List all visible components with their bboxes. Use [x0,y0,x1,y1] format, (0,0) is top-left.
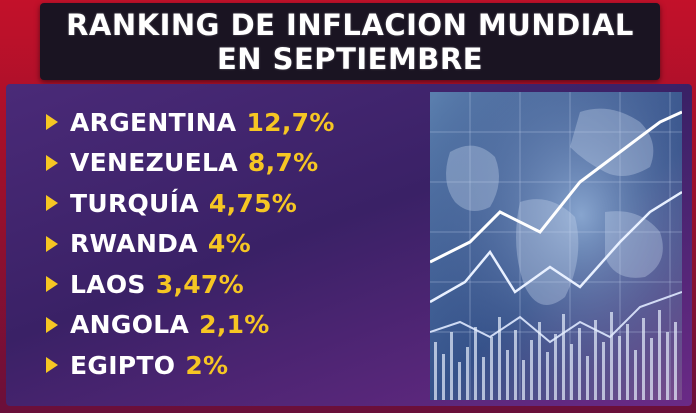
triangle-bullet-icon [46,114,58,131]
inflation-value: 3,47% [155,269,244,299]
inflation-value: 2% [185,350,229,380]
triangle-bullet-icon [46,235,58,252]
triangle-bullet-icon [46,316,58,333]
triangle-bullet-icon [46,357,58,374]
title-line-1: RANKING DE INFLACION MUNDIAL [66,7,634,42]
list-item: TURQUÍA 4,75% [46,183,426,224]
list-item: ARGENTINA 12,7% [46,102,426,143]
triangle-bullet-icon [46,276,58,293]
title-banner: RANKING DE INFLACION MUNDIAL EN SEPTIEMB… [40,3,660,80]
country-name: TURQUÍA [70,188,199,218]
triangle-bullet-icon [46,195,58,212]
country-name: ANGOLA [70,310,190,340]
list-item: VENEZUELA 8,7% [46,143,426,184]
country-name: VENEZUELA [70,148,238,178]
list-item: RWANDA 4% [46,224,426,265]
country-name: ARGENTINA [70,107,237,137]
inflation-value: 4,75% [208,188,298,218]
country-name: RWANDA [70,229,198,259]
title-line-2: EN SEPTIEMBRE [216,41,484,76]
ranking-list: ARGENTINA 12,7% VENEZUELA 8,7% TURQUÍA 4… [46,102,426,386]
country-name: LAOS [70,269,146,299]
triangle-bullet-icon [46,154,58,171]
list-item: LAOS 3,47% [46,264,426,305]
list-item: EGIPTO 2% [46,345,426,386]
inflation-value: 8,7% [247,148,319,178]
world-map-line-chart-icon [430,92,682,400]
inflation-value: 4% [207,229,251,259]
finance-graphic [430,92,682,400]
inflation-value: 2,1% [199,310,270,340]
inflation-value: 12,7% [246,107,335,137]
list-item: ANGOLA 2,1% [46,305,426,346]
country-name: EGIPTO [70,350,176,380]
